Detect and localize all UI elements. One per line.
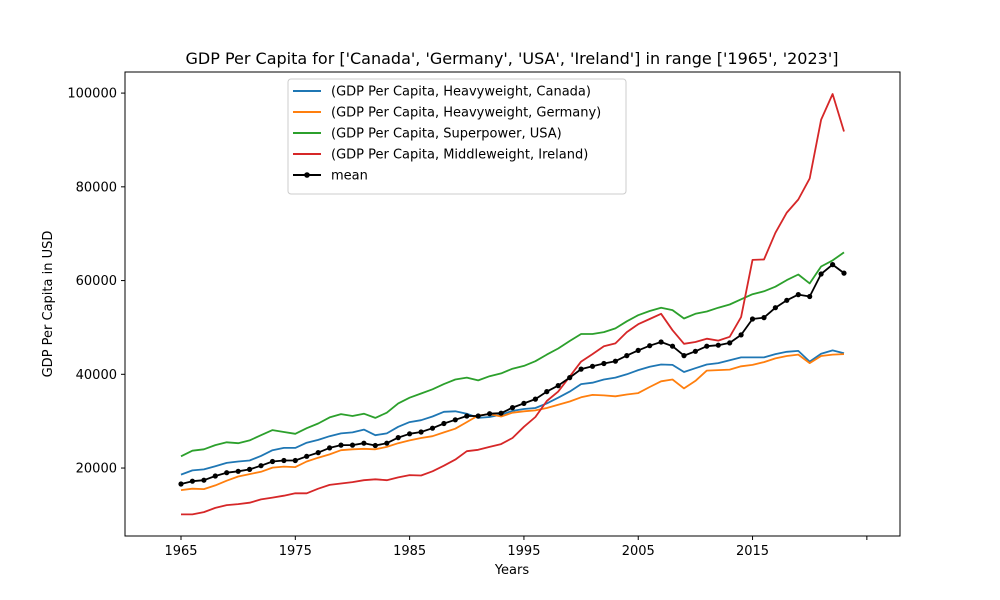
- mean-point: [235, 468, 241, 474]
- mean-point: [315, 450, 321, 456]
- y-axis-label: GDP Per Capita in USD: [41, 231, 56, 378]
- mean-point: [201, 477, 207, 483]
- mean-point: [589, 363, 596, 369]
- y-tick-label: 100000: [67, 87, 117, 102]
- mean-point: [761, 315, 767, 321]
- legend: (GDP Per Capita, Heavyweight, Canada) (GD…: [287, 78, 627, 195]
- series-line-2: [180, 251, 845, 458]
- mean-point: [532, 396, 539, 402]
- mean-point: [429, 425, 436, 431]
- mean-point: [407, 431, 413, 437]
- mean-point: [795, 292, 801, 298]
- mean-point: [418, 429, 424, 435]
- y-tick-label: 20000: [76, 462, 117, 477]
- mean-point: [224, 470, 230, 476]
- mean-point: [612, 358, 619, 364]
- series-layer: [178, 93, 847, 516]
- legend-label-3: (GDP Per Capita, Middleweight, Ireland): [331, 148, 588, 163]
- mean-point: [384, 440, 390, 446]
- mean-point: [601, 360, 607, 367]
- series-line-0: [180, 349, 845, 476]
- mean-point: [704, 343, 710, 349]
- x-tick-label: 2005: [622, 544, 655, 559]
- mean-point: [189, 478, 195, 484]
- mean-point: [715, 342, 721, 348]
- mean-point: [338, 442, 344, 448]
- mean-point: [521, 400, 527, 406]
- mean-point: [647, 343, 653, 349]
- x-axis: 1965 1975 1985 1995 2005 2015: [164, 536, 868, 559]
- mean-point: [475, 413, 481, 419]
- mean-point: [292, 457, 298, 464]
- mean-point: [361, 440, 367, 446]
- x-tick-label: 2015: [736, 544, 769, 559]
- mean-point: [327, 445, 333, 451]
- mean-point: [395, 435, 401, 441]
- mean-point: [281, 457, 287, 464]
- mean-point: [567, 375, 573, 381]
- mean-point: [258, 463, 264, 469]
- mean-point: [772, 305, 779, 311]
- y-tick-label: 60000: [76, 274, 117, 289]
- mean-point: [727, 340, 733, 346]
- legend-label-2: (GDP Per Capita, Superpower, USA): [331, 127, 562, 142]
- mean-point: [749, 316, 756, 322]
- mean-point: [692, 348, 699, 354]
- x-axis-label: Years: [494, 563, 530, 578]
- y-tick-label: 80000: [76, 180, 117, 195]
- mean-point: [464, 413, 470, 419]
- mean-point: [212, 473, 218, 479]
- mean-point: [841, 270, 847, 276]
- x-tick-label: 1985: [393, 544, 426, 559]
- x-tick-label: 1975: [279, 544, 312, 559]
- mean-point: [807, 293, 813, 300]
- mean-point: [304, 453, 310, 459]
- mean-point: [544, 389, 550, 395]
- mean-point: [247, 466, 253, 472]
- plot-frame: [124, 71, 901, 537]
- mean-point: [509, 405, 516, 411]
- mean-point: [635, 347, 641, 353]
- mean-point: [658, 339, 664, 345]
- mean-point: [372, 442, 378, 449]
- y-axis: 20000 40000 60000 80000 100000: [67, 87, 125, 477]
- chart-title: GDP Per Capita for ['Canada', 'Germany',…: [186, 49, 839, 68]
- legend-box: [287, 78, 627, 195]
- x-tick-label: 1995: [507, 544, 540, 559]
- mean-point: [178, 481, 184, 487]
- mean-point: [441, 420, 447, 427]
- mean-point: [269, 458, 276, 465]
- mean-point: [669, 343, 676, 349]
- x-tick-label: 1965: [164, 544, 197, 559]
- series-line-3: [181, 93, 845, 516]
- legend-marker: [304, 172, 310, 178]
- mean-point: [830, 262, 836, 268]
- mean-point: [784, 297, 790, 303]
- mean-point: [578, 366, 584, 372]
- mean-point: [498, 410, 504, 416]
- legend-label-4: mean: [331, 169, 368, 184]
- mean-point: [681, 353, 687, 359]
- mean-point: [452, 417, 458, 423]
- mean-point: [555, 383, 561, 389]
- mean-point: [624, 353, 630, 359]
- series-line-1: [180, 353, 845, 491]
- legend-label-1: (GDP Per Capita, Heavyweight, Germany): [331, 106, 601, 121]
- mean-point: [818, 271, 824, 277]
- mean-point: [487, 411, 493, 417]
- legend-label-0: (GDP Per Capita, Heavyweight, Canada): [331, 85, 591, 100]
- mean-point: [738, 332, 744, 338]
- mean-point: [349, 442, 356, 448]
- y-tick-label: 40000: [76, 368, 117, 383]
